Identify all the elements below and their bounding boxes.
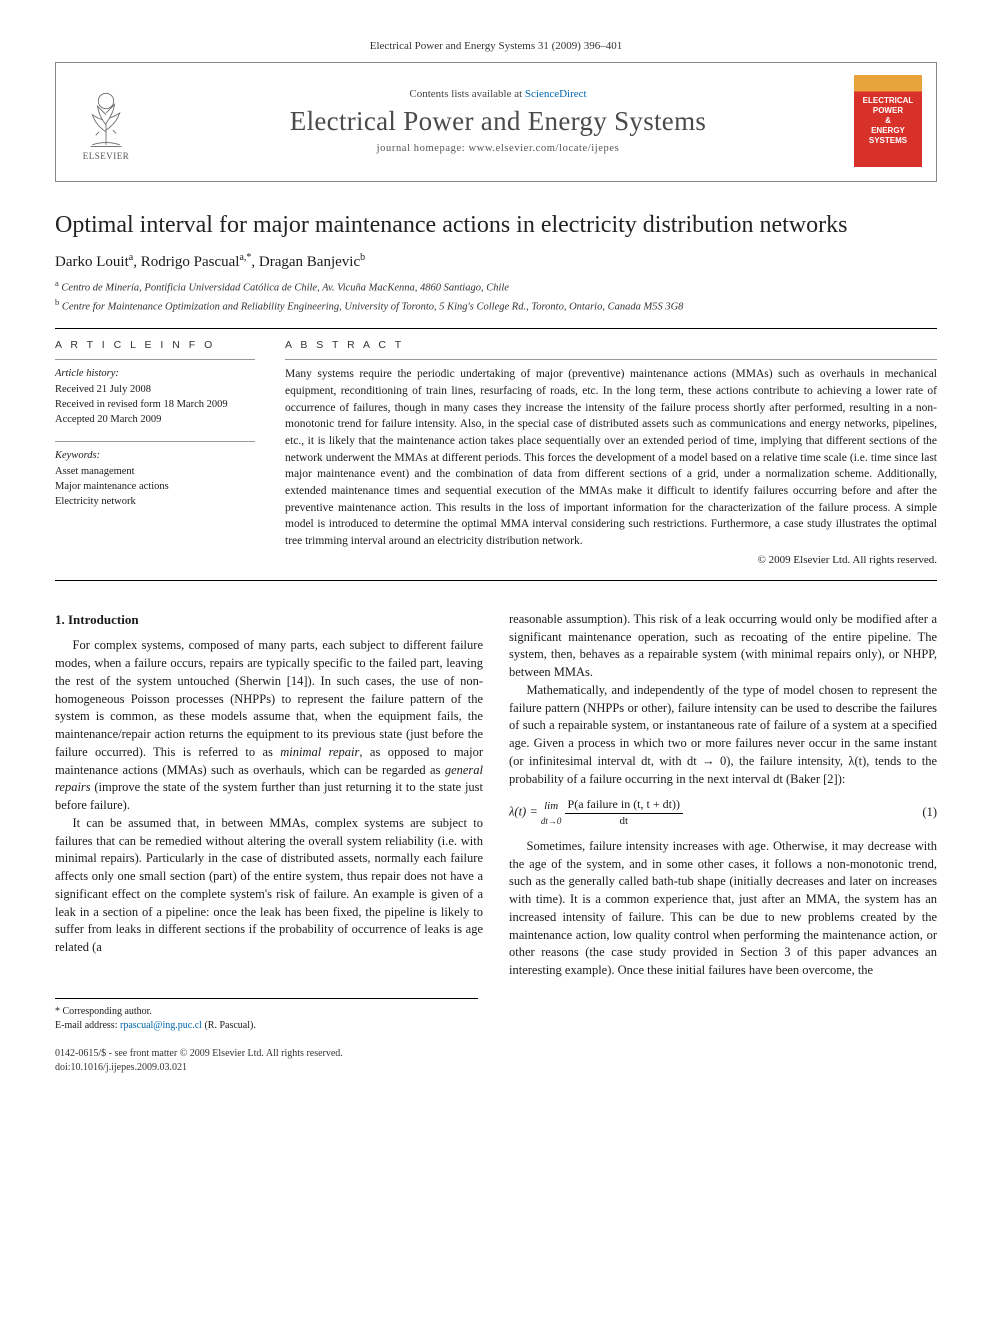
sciencedirect-link[interactable]: ScienceDirect [525, 88, 587, 100]
divider [55, 580, 937, 581]
divider [55, 328, 937, 329]
divider [55, 359, 255, 360]
footnotes: * Corresponding author. E-mail address: … [55, 998, 478, 1033]
keyword: Asset management [55, 464, 255, 479]
accepted-date: Accepted 20 March 2009 [55, 412, 255, 427]
affiliation-text: Centro de Minería, Pontificia Universida… [61, 283, 509, 294]
eq-lhs: λ(t) = [509, 805, 541, 819]
author-affil-marker: b [360, 252, 365, 263]
journal-cover-thumbnail: ELECTRICAL POWER & ENERGY SYSTEMS [854, 75, 922, 167]
equation-1: λ(t) = lim dt→0 P(a failure in (t, t + d… [509, 796, 937, 830]
corresponding-author-note: * Corresponding author. [55, 1005, 478, 1019]
affiliation-text: Centre for Maintenance Optimization and … [62, 301, 684, 312]
abstract-heading: A B S T R A C T [285, 339, 937, 351]
keywords-block: Keywords: Asset management Major mainten… [55, 448, 255, 509]
article-history: Article history: Received 21 July 2008 R… [55, 366, 255, 427]
author-email-link[interactable]: rpascual@ing.puc.cl [120, 1020, 202, 1031]
page-footer: 0142-0615/$ - see front matter © 2009 El… [55, 1047, 937, 1075]
italic-term: minimal repair [280, 745, 359, 759]
cover-word: POWER [873, 106, 903, 116]
body-text: (improve the state of the system further… [55, 780, 483, 812]
equation-number: (1) [922, 804, 937, 822]
paper-title: Optimal interval for major maintenance a… [55, 210, 937, 240]
publisher-logo: ELSEVIER [70, 75, 142, 161]
cover-word: ENERGY [871, 126, 905, 136]
author-list: Darko Louita, Rodrigo Pascuala,*, Dragan… [55, 252, 937, 271]
section-heading-intro: 1. Introduction [55, 611, 483, 629]
eq-numerator: P(a failure in (t, t + dt)) [565, 796, 683, 814]
author-name: Dragan Banjevic [259, 254, 360, 270]
doi-line: doi:10.1016/j.ijepes.2009.03.021 [55, 1061, 937, 1075]
cover-word: SYSTEMS [869, 136, 907, 146]
cover-word: ELECTRICAL [863, 96, 914, 106]
journal-reference: Electrical Power and Energy Systems 31 (… [55, 40, 937, 52]
eq-denominator: dt [616, 814, 631, 830]
contents-available-line: Contents lists available at ScienceDirec… [156, 88, 840, 100]
email-paren: (R. Pascual). [202, 1020, 256, 1031]
body-paragraph: Mathematically, and independently of the… [509, 682, 937, 789]
keyword: Electricity network [55, 494, 255, 509]
author-affil-marker: a,* [239, 252, 251, 263]
cover-word: & [885, 116, 891, 126]
body-paragraph-continuation: reasonable assumption). This risk of a l… [509, 611, 937, 682]
body-paragraph: For complex systems, composed of many pa… [55, 637, 483, 815]
affiliation-b: b Centre for Maintenance Optimization an… [55, 296, 937, 315]
journal-title: Electrical Power and Energy Systems [156, 106, 840, 137]
eq-lim: lim [544, 799, 558, 815]
email-label: E-mail address: [55, 1020, 120, 1031]
front-matter-line: 0142-0615/$ - see front matter © 2009 El… [55, 1047, 937, 1061]
author-name: Rodrigo Pascual [141, 254, 240, 270]
masthead: ELSEVIER Contents lists available at Sci… [55, 62, 937, 182]
journal-homepage: journal homepage: www.elsevier.com/locat… [156, 143, 840, 154]
publisher-name: ELSEVIER [83, 151, 130, 161]
author-name: Darko Louit [55, 254, 129, 270]
contents-prefix: Contents lists available at [409, 88, 524, 100]
author-affil-marker: a [129, 252, 133, 263]
article-info-heading: A R T I C L E I N F O [55, 339, 255, 351]
history-label: Article history: [55, 366, 255, 381]
affiliation-a: a Centro de Minería, Pontificia Universi… [55, 277, 937, 296]
received-date: Received 21 July 2008 [55, 382, 255, 397]
body-two-column: 1. Introduction For complex systems, com… [55, 611, 937, 980]
eq-lim-sub: dt→0 [541, 815, 562, 828]
copyright-line: © 2009 Elsevier Ltd. All rights reserved… [285, 554, 937, 566]
body-paragraph: Sometimes, failure intensity increases w… [509, 838, 937, 980]
elsevier-tree-icon [79, 89, 133, 149]
revised-date: Received in revised form 18 March 2009 [55, 397, 255, 412]
keywords-label: Keywords: [55, 448, 255, 463]
divider [55, 441, 255, 442]
body-paragraph: It can be assumed that, in between MMAs,… [55, 815, 483, 957]
divider [285, 359, 937, 360]
abstract-text: Many systems require the periodic undert… [285, 366, 937, 549]
body-text: For complex systems, composed of many pa… [55, 638, 483, 759]
keyword: Major maintenance actions [55, 479, 255, 494]
